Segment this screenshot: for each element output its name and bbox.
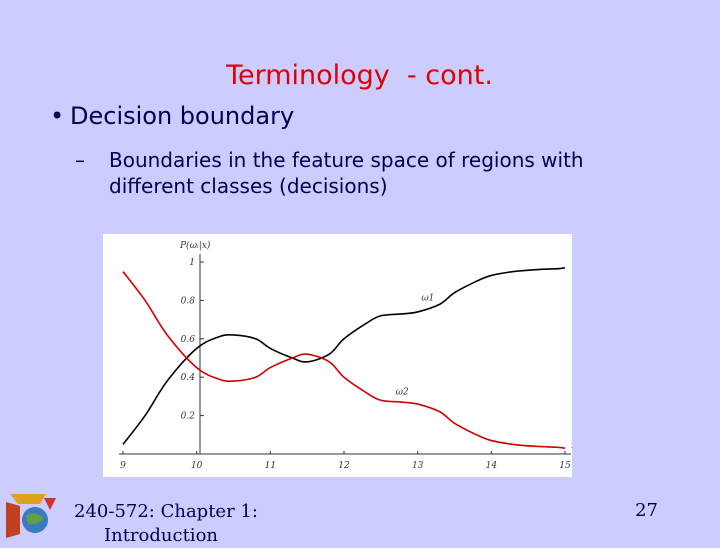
bullet-text: Decision boundary	[70, 102, 295, 130]
x-axis-label: x	[571, 441, 572, 451]
footer-line-2: Introduction	[104, 525, 218, 546]
series-line-1	[122, 266, 566, 445]
bullet-item: • Decision boundary	[50, 102, 294, 130]
series-label-omega1: ω1	[421, 293, 434, 303]
sub-bullet-text: Boundaries in the feature space of regio…	[109, 148, 584, 198]
slide-title: Terminology - cont.	[0, 60, 720, 91]
x-tick-label: 15	[559, 461, 571, 471]
slide-title-main: Terminology	[226, 60, 390, 91]
y-tick-label: 0.6	[181, 335, 196, 345]
y-tick-label: 0.2	[181, 412, 196, 422]
x-tick-label: 11	[265, 461, 276, 471]
x-tick-label: 10	[191, 461, 203, 471]
footer-line-1: 240-572: Chapter 1:	[74, 501, 258, 522]
dash-icon: –	[75, 148, 85, 172]
series-line-2	[122, 271, 566, 450]
university-logo-icon	[0, 490, 60, 540]
x-tick-label: 12	[338, 461, 350, 471]
sub-bullet-item: – Boundaries in the feature space of reg…	[75, 147, 635, 199]
slide-title-cont: - cont.	[406, 60, 493, 91]
posterior-chart: 9 10 11 12 13 14 15 0.2 0.4 0.6 0.8 1 P(ωᵢ|x) x ω1 ω2	[119, 240, 572, 471]
x-tick-label: 14	[486, 461, 498, 471]
y-tick-label: 1	[189, 258, 195, 268]
y-axis-label: P(ωᵢ|x)	[179, 240, 211, 251]
footer-caption: 240-572: Chapter 1: Introduction	[74, 500, 258, 548]
x-tick-label: 9	[120, 461, 126, 471]
y-tick-label: 0.8	[181, 296, 196, 306]
chart-panel: 9 10 11 12 13 14 15 0.2 0.4 0.6 0.8 1 P(ωᵢ|x) x ω1 ω2	[103, 234, 572, 477]
x-tick-label: 13	[412, 461, 424, 471]
y-tick-label: 0.4	[181, 373, 196, 383]
series-label-omega2: ω2	[396, 387, 409, 397]
page-number: 27	[635, 500, 658, 521]
bullet-dot-icon: •	[50, 102, 65, 130]
